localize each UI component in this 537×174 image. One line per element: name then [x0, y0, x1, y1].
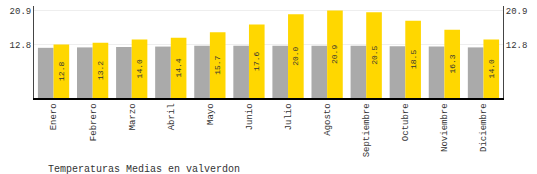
- svg-text:18.5: 18.5: [409, 50, 418, 69]
- svg-text:17.6: 17.6: [252, 51, 261, 70]
- svg-text:Junio: Junio: [245, 103, 255, 130]
- svg-text:20.9: 20.9: [506, 7, 528, 17]
- svg-text:12.8: 12.8: [10, 41, 32, 51]
- svg-text:Agosto: Agosto: [323, 103, 333, 135]
- svg-text:Septiembre: Septiembre: [362, 103, 372, 157]
- svg-text:Enero: Enero: [49, 103, 59, 130]
- svg-text:16.3: 16.3: [448, 54, 457, 73]
- svg-text:Octubre: Octubre: [401, 103, 411, 141]
- svg-text:12.8: 12.8: [57, 62, 66, 81]
- svg-text:20.9: 20.9: [10, 7, 32, 17]
- svg-text:Temperaturas Medias en valverd: Temperaturas Medias en valverdon: [48, 164, 240, 174]
- svg-text:Noviembre: Noviembre: [440, 103, 450, 152]
- svg-text:Marzo: Marzo: [128, 103, 138, 130]
- svg-text:Abril: Abril: [167, 103, 177, 130]
- svg-text:14.0: 14.0: [135, 59, 144, 78]
- svg-text:14.0: 14.0: [487, 59, 496, 78]
- svg-text:20.9: 20.9: [330, 45, 339, 64]
- svg-text:20.5: 20.5: [370, 45, 379, 64]
- svg-text:Julio: Julio: [284, 103, 294, 130]
- svg-text:15.7: 15.7: [213, 55, 222, 74]
- svg-text:12.8: 12.8: [506, 41, 528, 51]
- svg-text:20.0: 20.0: [291, 46, 300, 65]
- svg-text:13.2: 13.2: [96, 61, 105, 80]
- svg-text:Diciembre: Diciembre: [479, 103, 489, 152]
- svg-text:Mayo: Mayo: [206, 103, 216, 125]
- svg-text:14.4: 14.4: [174, 58, 183, 77]
- svg-text:Febrero: Febrero: [89, 103, 99, 141]
